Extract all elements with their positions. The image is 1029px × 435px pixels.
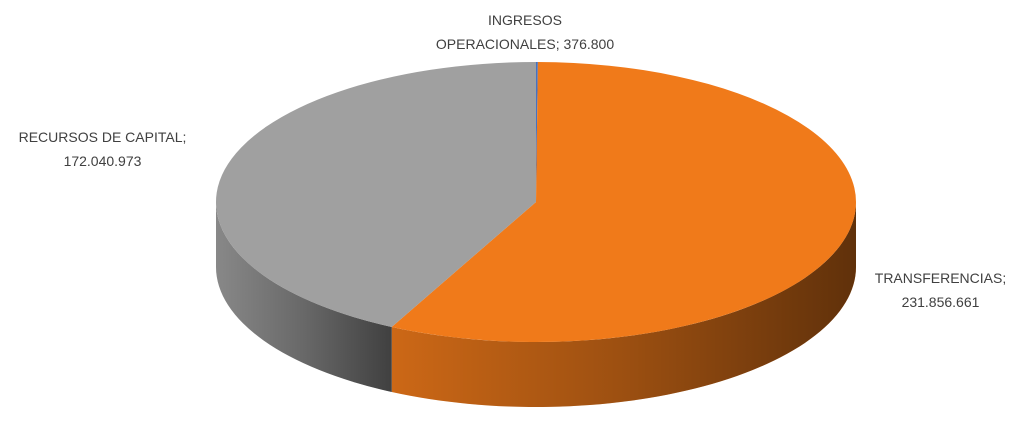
- label-category: INGRESOS OPERACIONALES: [435, 12, 562, 52]
- slice: [536, 62, 538, 202]
- label-value: 172.040.973: [63, 153, 142, 169]
- label-value: 376.800: [563, 36, 615, 52]
- label-separator: ;: [555, 36, 560, 52]
- label-value: 231.856.661: [901, 294, 980, 310]
- slice: [215, 62, 536, 327]
- data-label: RECURSOS DE CAPITAL; 172.040.973: [10, 125, 195, 173]
- slice: [391, 62, 857, 342]
- label-separator: ;: [1002, 270, 1007, 286]
- sides: [215, 202, 856, 407]
- label-separator: ;: [182, 129, 187, 145]
- label-category: RECURSOS DE CAPITAL: [18, 129, 183, 145]
- slice-side-shade: [391, 202, 856, 407]
- tops: [215, 62, 857, 342]
- label-category: TRANSFERENCIAS: [874, 270, 1003, 286]
- slice-side-shade: [215, 202, 392, 392]
- data-label: TRANSFERENCIAS; 231.856.661: [868, 266, 1013, 314]
- data-label: INGRESOS OPERACIONALES; 376.800: [430, 8, 620, 56]
